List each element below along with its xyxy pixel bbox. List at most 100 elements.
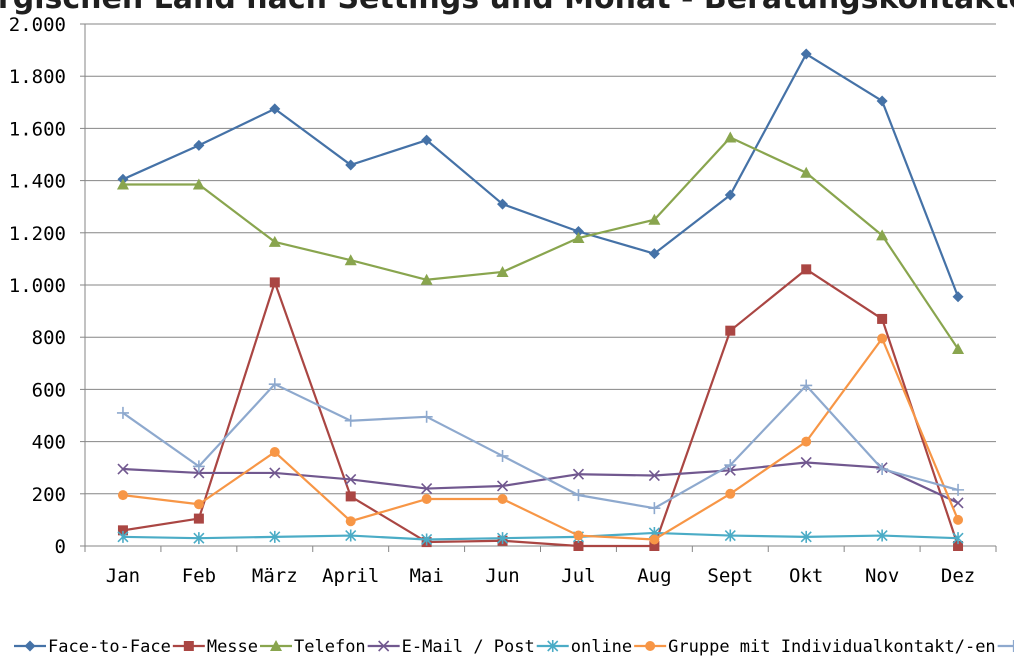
data-point [724,529,736,542]
series-line [122,268,960,548]
series-3 [117,456,964,509]
data-point [877,313,888,324]
y-tick-label: 1.000 [9,275,66,297]
series-group [116,48,965,551]
series-5 [117,333,964,545]
data-point [800,456,812,469]
data-point [117,490,128,501]
data-point [193,499,204,510]
legend-marker [645,641,656,651]
data-point [420,273,433,285]
data-point [648,502,661,515]
data-point [496,480,509,492]
gridlines [85,23,996,495]
data-point [952,342,965,354]
data-point [725,488,736,499]
data-point [953,514,964,525]
data-point [421,494,432,505]
y-tick-label: 1.200 [9,223,66,245]
series-line [122,461,959,504]
data-point [193,139,205,151]
legend-label: Telefon [294,637,366,657]
legend-label: Face-to-Face [48,637,171,657]
data-point [648,213,661,225]
y-tick-label: 1.800 [9,66,66,88]
data-point [876,229,889,241]
series-2 [116,131,965,354]
data-point [496,265,509,277]
data-point [496,532,509,545]
legend-marker [547,640,559,652]
x-tick-label: Nov [865,565,899,587]
data-point [573,541,584,551]
y-tick-label: 0 [55,536,66,558]
y-tick-label: 1.600 [9,118,66,140]
data-point [269,447,280,458]
data-point [497,494,508,505]
data-point [800,379,813,392]
data-point [117,525,128,536]
data-point [193,467,205,479]
legend-item: Gruppe [997,640,1014,652]
series-0 [117,48,964,303]
series-line [122,383,959,510]
data-point [421,483,433,495]
x-tick-label: Okt [789,565,823,587]
legend-label: E-Mail / Post [402,637,535,657]
data-point [572,468,585,480]
legend-item: Telefon [260,637,366,657]
legend-label: Messe [207,637,258,657]
data-point [876,95,888,107]
data-point [648,248,660,260]
data-point [269,277,280,288]
legend-marker [270,640,283,651]
data-point [117,530,129,543]
data-point [724,459,737,472]
x-tick-label: Jun [485,565,519,587]
data-point [345,473,357,486]
data-point [876,529,888,542]
data-point [952,483,965,496]
x-tick-label: Sept [707,565,753,587]
data-point [877,333,888,344]
legend-marker [183,641,194,651]
data-point [801,264,812,275]
series-line [122,136,959,350]
series-6 [116,378,965,515]
legend-item: Gruppe mit Individualkontakt/-en [634,637,996,657]
data-point [269,103,281,115]
data-point [952,291,964,303]
series-line [122,337,960,541]
x-tick-label: Jan [106,565,140,587]
series-line [122,52,960,298]
legend-item: Face-to-Face [14,637,171,657]
y-tick-label: 400 [32,432,66,454]
data-point [496,449,509,462]
data-point [268,378,281,391]
data-point [952,532,964,545]
x-tick-label: Jul [561,565,595,587]
x-tick-label: März [252,565,298,587]
data-point [193,513,204,524]
data-point [345,491,356,502]
data-point [953,541,964,551]
axes [80,23,997,552]
data-point [648,469,660,482]
x-tick-label: Dez [941,565,975,587]
legend-label: Gruppe mit Individualkontakt/-en [668,637,996,657]
data-point [421,134,433,146]
data-point [420,410,433,423]
legend-label: online [571,637,632,657]
data-point [573,530,584,541]
series-1 [117,264,964,551]
legend-marker [378,640,390,652]
legend-item: Messe [172,637,258,657]
data-point [117,463,129,475]
data-point [269,467,281,479]
data-point [801,436,812,447]
legend-marker [24,640,36,652]
data-point [345,529,357,542]
data-point [269,530,281,543]
x-axis-ticks: Jan Feb März April Mai Jun Jul Aug Sept Okt Nov Dez [106,565,975,587]
